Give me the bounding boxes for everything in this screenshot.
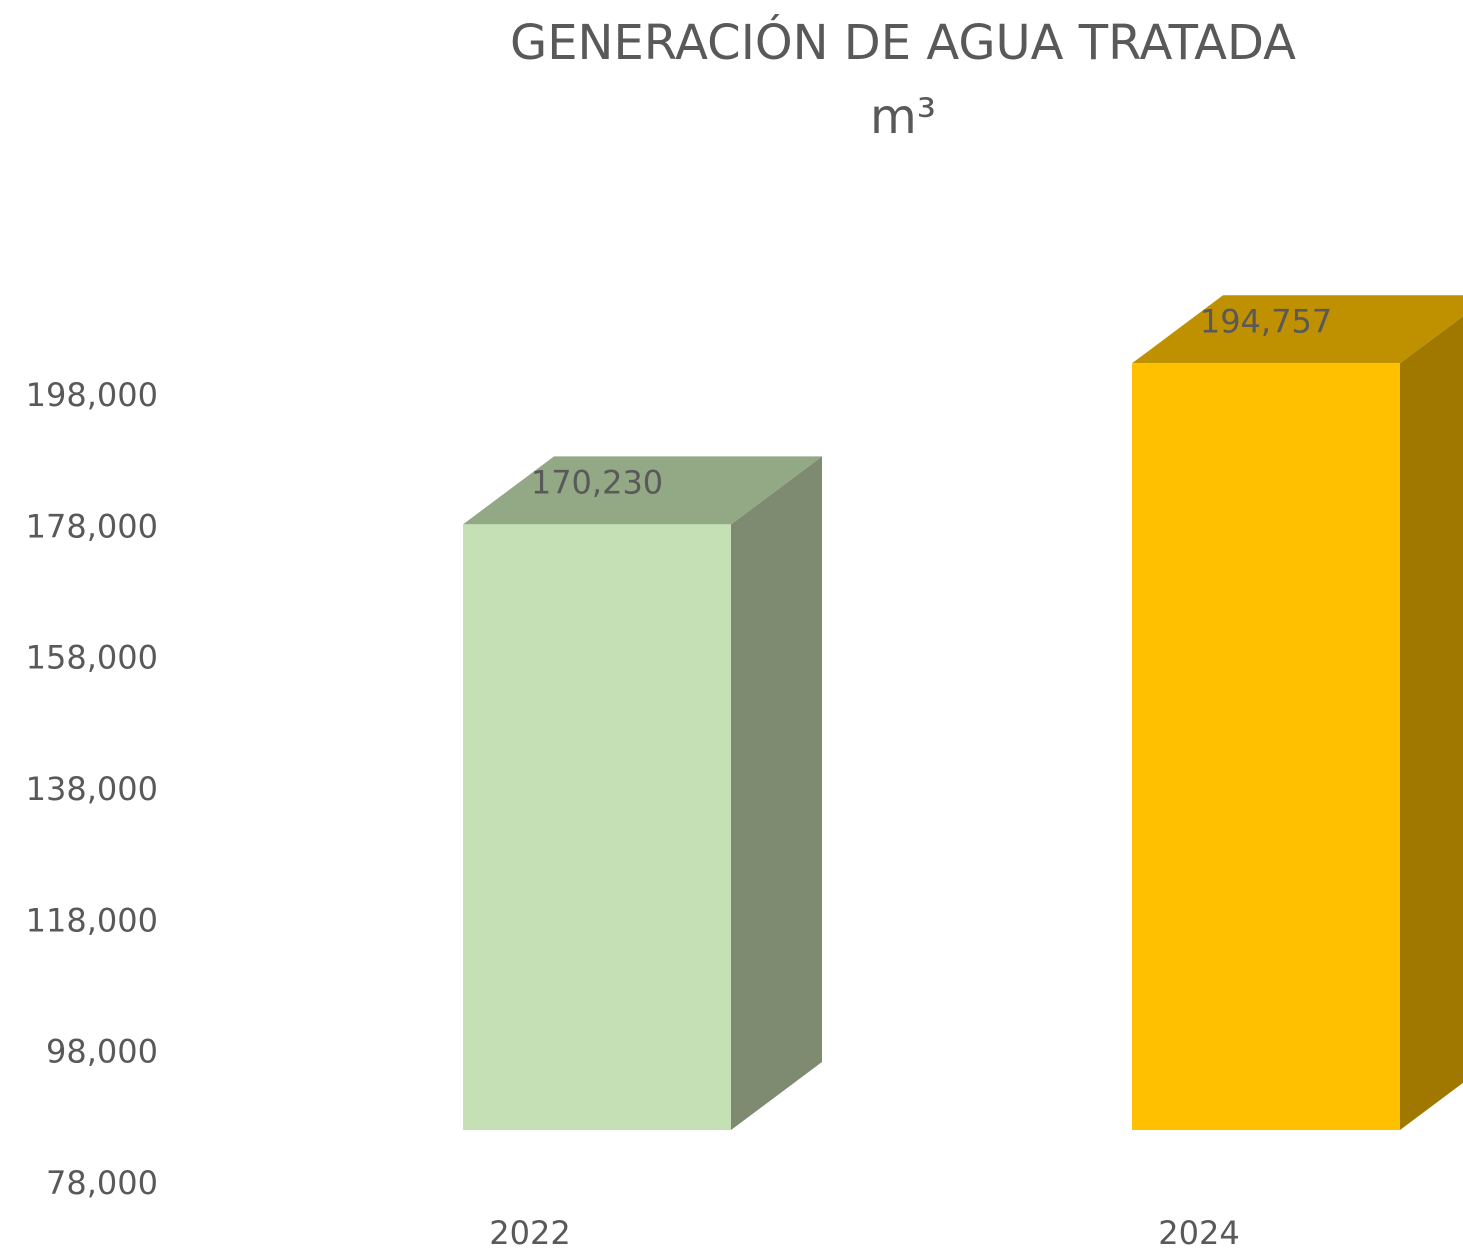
bar-side xyxy=(731,456,822,1130)
data-label: 194,757 xyxy=(1200,302,1332,340)
chart-title: GENERACIÓN DE AGUA TRATADA xyxy=(510,14,1296,71)
y-tick-label: 198,000 xyxy=(26,376,158,414)
data-label: 170,230 xyxy=(531,463,663,501)
bar xyxy=(463,524,731,1130)
y-tick-label: 78,000 xyxy=(46,1164,158,1202)
y-tick-label: 178,000 xyxy=(26,507,158,545)
y-tick-label: 98,000 xyxy=(46,1033,158,1071)
chart-subtitle: m³ xyxy=(870,89,936,145)
bar xyxy=(1132,363,1400,1131)
y-tick-label: 138,000 xyxy=(26,770,158,808)
bar-side xyxy=(1400,316,1463,1130)
bar-top xyxy=(1132,295,1463,364)
y-tick-label: 158,000 xyxy=(26,639,158,677)
x-tick-label: 2022 xyxy=(489,1214,570,1252)
x-tick-label: 2024 xyxy=(1158,1214,1239,1252)
bar-top xyxy=(463,456,822,525)
y-tick-label: 118,000 xyxy=(26,901,158,939)
